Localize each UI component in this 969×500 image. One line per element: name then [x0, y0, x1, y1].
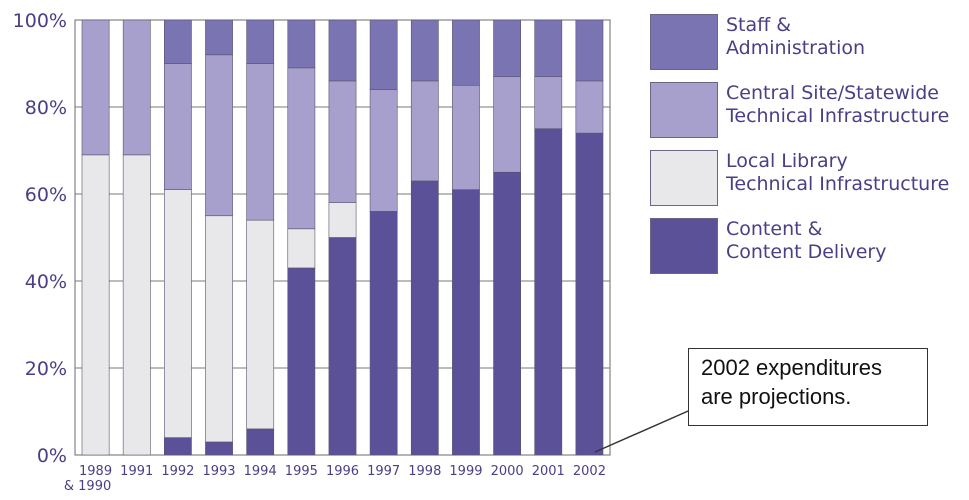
legend-item-central: Central Site/Statewide Technical Infrast… — [650, 82, 968, 150]
bar-segment — [452, 189, 480, 456]
y-tick-label: 40% — [25, 271, 67, 293]
bar-segment — [205, 441, 233, 456]
bar-segment — [122, 154, 151, 456]
bar-segment — [164, 189, 192, 438]
x-tick-label: 1998 — [408, 464, 441, 479]
x-tick-label: 1991 — [120, 464, 153, 479]
bar-segment — [287, 228, 316, 269]
x-tick-label: 1992 — [161, 464, 194, 479]
bar-segment — [246, 19, 275, 64]
bar-segment — [369, 19, 398, 90]
x-tick-label: 2001 — [532, 464, 565, 479]
bar-segment — [287, 67, 316, 230]
bar-segment — [369, 89, 398, 212]
bar-segment — [205, 54, 233, 217]
x-tick-label: 1996 — [326, 464, 359, 479]
y-tick-label: 60% — [25, 184, 67, 206]
legend-label-local: Local Library Technical Infrastructure — [726, 150, 950, 195]
bar-segment — [575, 19, 604, 82]
bar-segment — [287, 267, 316, 456]
bar-segment — [534, 128, 563, 456]
bar-segment — [493, 76, 521, 173]
bar-segment — [164, 19, 192, 64]
bar-segment — [205, 215, 233, 443]
bar-segment — [205, 19, 233, 56]
bar-segment — [246, 428, 275, 456]
x-tick-label: 1994 — [244, 464, 277, 479]
bar-segment — [452, 19, 480, 86]
x-tick-label: 2002 — [573, 464, 606, 479]
x-tick-label: 1993 — [202, 464, 235, 479]
x-tick-label: 2000 — [491, 464, 524, 479]
legend-swatch-local — [650, 150, 718, 206]
bar-segment — [164, 437, 192, 456]
legend-label-content: Content & Content Delivery — [726, 218, 887, 263]
bar-segment — [81, 19, 110, 156]
legend-item-content: Content & Content Delivery — [650, 218, 968, 286]
bar-segment — [81, 154, 110, 456]
y-tick-label: 0% — [37, 445, 67, 467]
legend-item-staff: Staff & Administration — [650, 14, 968, 82]
x-tick-label: 1997 — [367, 464, 400, 479]
legend-swatch-staff — [650, 14, 718, 70]
bar-segment — [534, 76, 563, 130]
bar-segment — [328, 19, 357, 82]
bar-segment — [287, 19, 316, 69]
legend-swatch-content — [650, 218, 718, 274]
x-tick-label: 1999 — [449, 464, 482, 479]
bar-segment — [575, 132, 604, 456]
x-tick-label: & 1990 — [64, 479, 111, 494]
legend-item-local: Local Library Technical Infrastructure — [650, 150, 968, 218]
y-tick-label: 20% — [25, 358, 67, 380]
legend-label-central: Central Site/Statewide Technical Infrast… — [726, 82, 950, 127]
bar-segment — [328, 237, 357, 456]
stacked-bar-chart: 0% 20% 40% 60% 80% 100% 1989& 1990 1991 1992 1993… — [13, 10, 611, 494]
bar-segment — [575, 80, 604, 134]
bar-segment — [246, 219, 275, 430]
bar-segment — [122, 19, 151, 156]
bar-segment — [328, 202, 357, 238]
bar-segment — [328, 80, 357, 204]
bar-segment — [493, 171, 521, 456]
bar-segment — [369, 211, 398, 456]
bar-segment — [493, 19, 521, 77]
projection-callout: 2002 expenditures are projections. — [688, 348, 928, 426]
legend: Staff & Administration Central Site/Stat… — [650, 14, 968, 286]
bar-segment — [164, 63, 192, 190]
bar-segment — [410, 180, 439, 456]
bar-segment — [410, 80, 439, 182]
bar-segment — [452, 84, 480, 190]
y-tick-label: 100% — [13, 10, 67, 32]
y-tick-label: 80% — [25, 97, 67, 119]
x-tick-label: 1995 — [285, 464, 318, 479]
legend-label-staff: Staff & Administration — [726, 14, 866, 59]
x-tick-label: 1989 — [79, 464, 112, 479]
bar-segment — [246, 63, 275, 221]
bar-segment — [410, 19, 439, 82]
bar-segment — [534, 19, 563, 77]
legend-swatch-central — [650, 82, 718, 138]
